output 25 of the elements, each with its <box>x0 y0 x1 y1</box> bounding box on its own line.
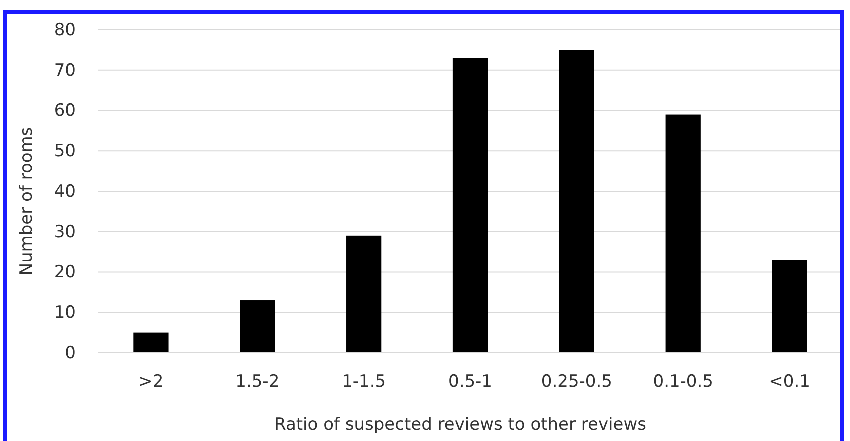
x-tick-label: 0.5-1 <box>448 372 492 392</box>
x-tick-label: >2 <box>138 372 164 392</box>
x-tick-label: 0.1-0.5 <box>653 372 714 392</box>
x-tick-label: 1-1.5 <box>342 372 386 392</box>
y-tick-label: 50 <box>54 142 76 162</box>
bar <box>346 236 382 353</box>
y-axis-title: Number of rooms <box>17 127 37 276</box>
y-tick-label: 60 <box>54 101 76 122</box>
y-tick-label: 70 <box>54 60 76 81</box>
y-tick-label: 40 <box>54 182 76 202</box>
x-tick-label: 0.25-0.5 <box>541 372 612 392</box>
bar <box>240 300 276 353</box>
bar <box>452 58 488 353</box>
x-tick-label: <0.1 <box>769 372 810 392</box>
y-tick-label: 20 <box>54 262 76 283</box>
y-tick-label: 0 <box>65 343 76 364</box>
x-axis-title: Ratio of suspected reviews to other reviews <box>274 415 647 435</box>
bar <box>666 114 701 353</box>
bar <box>559 50 594 353</box>
bar <box>134 332 169 353</box>
y-tick-label: 10 <box>54 303 76 324</box>
bar <box>772 260 808 353</box>
y-tick-label: 30 <box>54 222 76 242</box>
x-tick-label: 1.5-2 <box>236 372 280 392</box>
y-tick-label: 80 <box>54 20 76 40</box>
